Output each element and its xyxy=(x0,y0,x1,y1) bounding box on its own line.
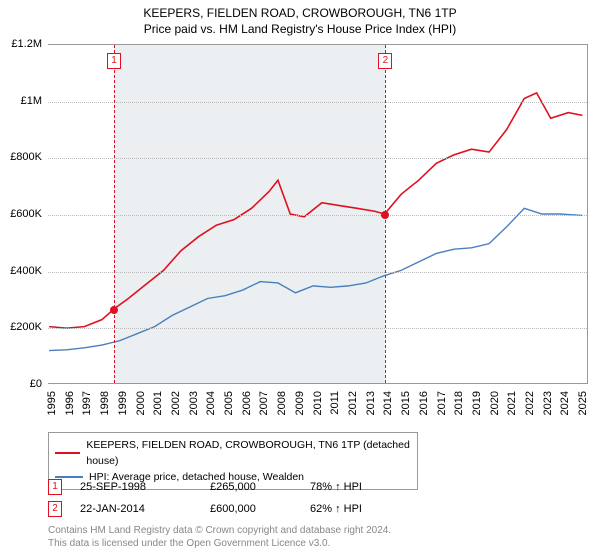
yaxis-tick-label: £1M xyxy=(2,95,42,107)
yaxis-tick-label: £800K xyxy=(2,151,42,163)
legend-row-property: KEEPERS, FIELDEN ROAD, CROWBOROUGH, TN6 … xyxy=(55,437,411,469)
xaxis-tick-label: 2010 xyxy=(312,391,324,421)
xaxis-tick-label: 2019 xyxy=(471,391,483,421)
transaction-badge: 1 xyxy=(48,479,62,495)
transaction-marker-box: 1 xyxy=(107,53,121,69)
transaction-table: 1 25-SEP-1998 £265,000 78% HPI 2 22-JAN-… xyxy=(48,476,410,520)
arrow-up-icon xyxy=(332,481,341,493)
xaxis-tick-label: 2018 xyxy=(453,391,465,421)
yaxis-tick-label: £0 xyxy=(2,378,42,390)
xaxis-tick-label: 2004 xyxy=(205,391,217,421)
yaxis-tick-label: £600K xyxy=(2,208,42,220)
xaxis-tick-label: 2000 xyxy=(135,391,147,421)
chart-subtitle: Price paid vs. HM Land Registry's House … xyxy=(0,20,600,36)
legend-swatch-property xyxy=(55,452,80,454)
transaction-date: 25-SEP-1998 xyxy=(80,481,210,493)
chart-gridline xyxy=(48,102,587,103)
xaxis-tick-label: 2024 xyxy=(559,391,571,421)
xaxis-tick-label: 2023 xyxy=(542,391,554,421)
xaxis-tick-label: 2008 xyxy=(276,391,288,421)
transaction-vline xyxy=(114,45,115,383)
xaxis-tick-label: 2025 xyxy=(577,391,589,421)
xaxis-tick-label: 2022 xyxy=(524,391,536,421)
xaxis-tick-label: 2007 xyxy=(258,391,270,421)
xaxis-tick-label: 2006 xyxy=(241,391,253,421)
transaction-point xyxy=(381,211,389,219)
xaxis-tick-label: 2005 xyxy=(223,391,235,421)
footnote-line: Contains HM Land Registry data © Crown c… xyxy=(48,524,391,537)
xaxis-tick-label: 2017 xyxy=(436,391,448,421)
xaxis-tick-label: 2014 xyxy=(382,391,394,421)
legend-label-property: KEEPERS, FIELDEN ROAD, CROWBOROUGH, TN6 … xyxy=(86,437,411,469)
chart-lines-svg xyxy=(48,45,587,383)
chart-container: KEEPERS, FIELDEN ROAD, CROWBOROUGH, TN6 … xyxy=(0,0,600,560)
transaction-price: £265,000 xyxy=(210,481,310,493)
xaxis-tick-label: 2020 xyxy=(489,391,501,421)
transaction-row: 1 25-SEP-1998 £265,000 78% HPI xyxy=(48,476,410,498)
chart-plot-area: £0£200K£400K£600K£800K£1M£1.2M1995199619… xyxy=(48,44,588,384)
transaction-point xyxy=(110,306,118,314)
series-line-property xyxy=(49,93,582,328)
chart-gridline xyxy=(48,272,587,273)
xaxis-tick-label: 2011 xyxy=(329,391,341,421)
xaxis-tick-label: 1995 xyxy=(46,391,58,421)
xaxis-tick-label: 2021 xyxy=(506,391,518,421)
yaxis-tick-label: £200K xyxy=(2,321,42,333)
xaxis-tick-label: 1999 xyxy=(117,391,129,421)
footnote-line: This data is licensed under the Open Gov… xyxy=(48,537,391,550)
chart-gridline xyxy=(48,215,587,216)
xaxis-tick-label: 2016 xyxy=(418,391,430,421)
chart-title: KEEPERS, FIELDEN ROAD, CROWBOROUGH, TN6 … xyxy=(0,0,600,20)
xaxis-tick-label: 2002 xyxy=(170,391,182,421)
yaxis-tick-label: £400K xyxy=(2,265,42,277)
xaxis-tick-label: 2013 xyxy=(365,391,377,421)
chart-gridline xyxy=(48,328,587,329)
transaction-badge: 2 xyxy=(48,501,62,517)
footnote: Contains HM Land Registry data © Crown c… xyxy=(48,524,391,550)
xaxis-tick-label: 1996 xyxy=(64,391,76,421)
xaxis-tick-label: 2001 xyxy=(152,391,164,421)
xaxis-tick-label: 1997 xyxy=(81,391,93,421)
xaxis-tick-label: 2015 xyxy=(400,391,412,421)
xaxis-tick-label: 2012 xyxy=(347,391,359,421)
chart-gridline xyxy=(48,158,587,159)
transaction-delta: 62% HPI xyxy=(310,503,410,515)
arrow-up-icon xyxy=(332,503,341,515)
xaxis-tick-label: 2009 xyxy=(294,391,306,421)
transaction-date: 22-JAN-2014 xyxy=(80,503,210,515)
xaxis-tick-label: 2003 xyxy=(188,391,200,421)
transaction-row: 2 22-JAN-2014 £600,000 62% HPI xyxy=(48,498,410,520)
yaxis-tick-label: £1.2M xyxy=(2,38,42,50)
transaction-price: £600,000 xyxy=(210,503,310,515)
transaction-marker-box: 2 xyxy=(378,53,392,69)
xaxis-tick-label: 1998 xyxy=(99,391,111,421)
transaction-delta: 78% HPI xyxy=(310,481,410,493)
